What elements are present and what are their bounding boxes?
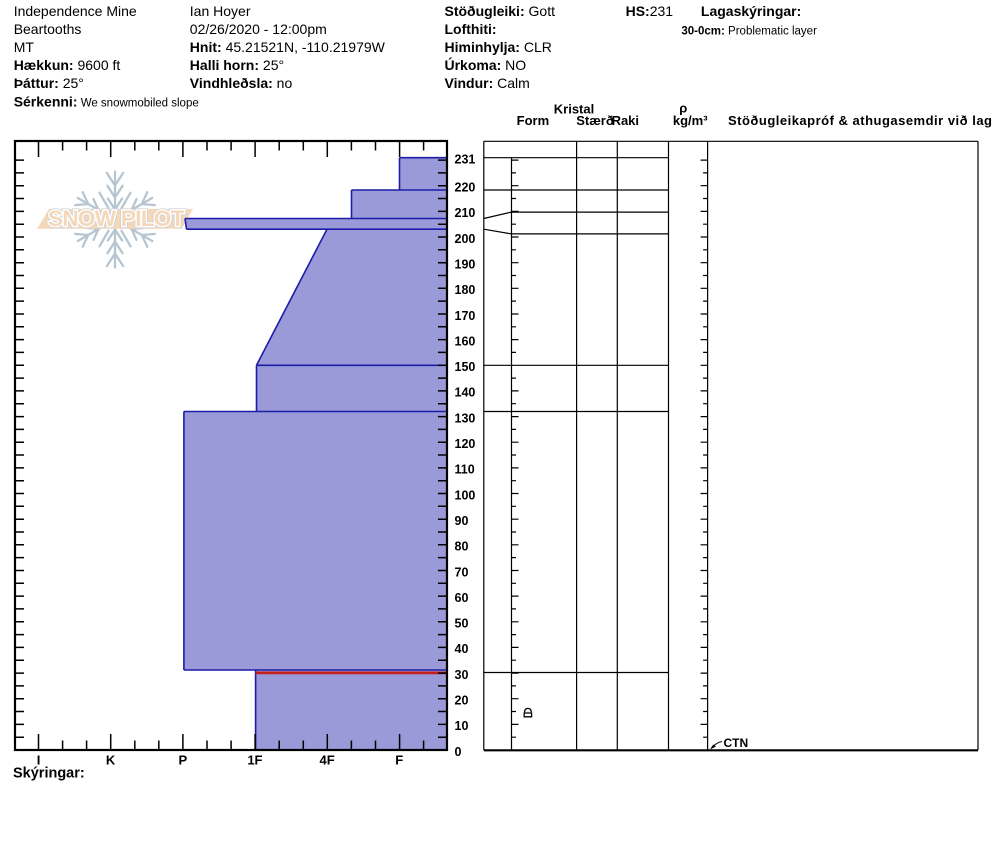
svg-text:231: 231 bbox=[455, 152, 476, 166]
svg-text:Úrkoma: NO: Úrkoma: NO bbox=[445, 56, 527, 73]
svg-text:02/26/2020 - 12:00pm: 02/26/2020 - 12:00pm bbox=[190, 21, 327, 37]
svg-text:220: 220 bbox=[455, 181, 476, 195]
svg-text:Lofthiti:: Lofthiti: bbox=[445, 21, 497, 37]
svg-text:Stærð: Stærð bbox=[576, 113, 614, 128]
svg-text:200: 200 bbox=[455, 232, 476, 246]
svg-text:Hnit: 45.21521N, -110.21979W: Hnit: 45.21521N, -110.21979W bbox=[190, 39, 386, 55]
svg-text:60: 60 bbox=[455, 591, 469, 605]
svg-text:170: 170 bbox=[455, 309, 476, 323]
svg-text:Stöðugleiki: Gott: Stöðugleiki: Gott bbox=[445, 3, 556, 19]
svg-text:K: K bbox=[106, 753, 116, 768]
svg-text:30: 30 bbox=[455, 668, 469, 682]
svg-text:Stöðugleikapróf & athugasemdir: Stöðugleikapróf & athugasemdir við lag bbox=[728, 113, 992, 128]
svg-text:150: 150 bbox=[455, 360, 476, 374]
svg-text:Kristal: Kristal bbox=[554, 102, 594, 117]
svg-text:140: 140 bbox=[455, 386, 476, 400]
svg-text:10: 10 bbox=[455, 719, 469, 733]
svg-text:SNOW PILOT: SNOW PILOT bbox=[48, 206, 186, 231]
svg-text:Halli horn: 25°: Halli horn: 25° bbox=[190, 57, 284, 73]
svg-text:Raki: Raki bbox=[612, 113, 639, 128]
svg-text:90: 90 bbox=[455, 514, 469, 528]
svg-text:Hækkun: 9600 ft: Hækkun: 9600 ft bbox=[14, 57, 121, 73]
svg-text:20: 20 bbox=[455, 694, 469, 708]
svg-text:110: 110 bbox=[455, 463, 475, 477]
svg-text:Independence Mine: Independence Mine bbox=[14, 3, 137, 19]
svg-text:F: F bbox=[395, 753, 403, 768]
svg-text:180: 180 bbox=[455, 283, 476, 297]
svg-text:40: 40 bbox=[455, 642, 469, 656]
svg-text:210: 210 bbox=[455, 206, 476, 220]
svg-text:ρ: ρ bbox=[679, 100, 687, 115]
svg-text:Vindhleðsla: no: Vindhleðsla: no bbox=[190, 75, 293, 91]
svg-text:Lagaskýringar:: Lagaskýringar: bbox=[701, 3, 801, 19]
svg-text:SNOW PILOT: SNOW PILOT bbox=[48, 206, 186, 231]
svg-text:70: 70 bbox=[455, 565, 469, 579]
svg-text:Beartooths: Beartooths bbox=[14, 21, 82, 37]
svg-text:50: 50 bbox=[455, 617, 469, 631]
svg-text:190: 190 bbox=[455, 258, 476, 272]
svg-text:HS:231: HS:231 bbox=[626, 3, 674, 19]
svg-text:80: 80 bbox=[455, 540, 469, 554]
svg-text:4F: 4F bbox=[320, 753, 335, 768]
svg-text:CTN: CTN bbox=[724, 736, 749, 750]
svg-text:Himinhylja: CLR: Himinhylja: CLR bbox=[445, 39, 552, 55]
svg-text:30-0cm: Problematic layer: 30-0cm: Problematic layer bbox=[681, 26, 817, 38]
svg-text:120: 120 bbox=[455, 437, 476, 451]
svg-text:0: 0 bbox=[455, 745, 462, 759]
svg-text:kg/m³: kg/m³ bbox=[673, 113, 708, 128]
svg-text:1F: 1F bbox=[247, 753, 262, 768]
svg-text:Ian Hoyer: Ian Hoyer bbox=[190, 3, 251, 19]
svg-text:130: 130 bbox=[455, 411, 476, 425]
svg-text:Skýringar:: Skýringar: bbox=[13, 766, 85, 782]
svg-text:Sérkenni: We snowmobiled slope: Sérkenni: We snowmobiled slope bbox=[14, 93, 199, 109]
svg-text:Vindur: Calm: Vindur: Calm bbox=[445, 75, 530, 91]
svg-text:100: 100 bbox=[455, 488, 476, 502]
svg-text:MT: MT bbox=[14, 39, 35, 55]
svg-text:I: I bbox=[37, 753, 41, 768]
svg-text:Form: Form bbox=[517, 113, 550, 128]
svg-text:P: P bbox=[178, 753, 187, 768]
svg-text:160: 160 bbox=[455, 334, 476, 348]
svg-text:Þáttur: 25°: Þáttur: 25° bbox=[14, 75, 84, 91]
